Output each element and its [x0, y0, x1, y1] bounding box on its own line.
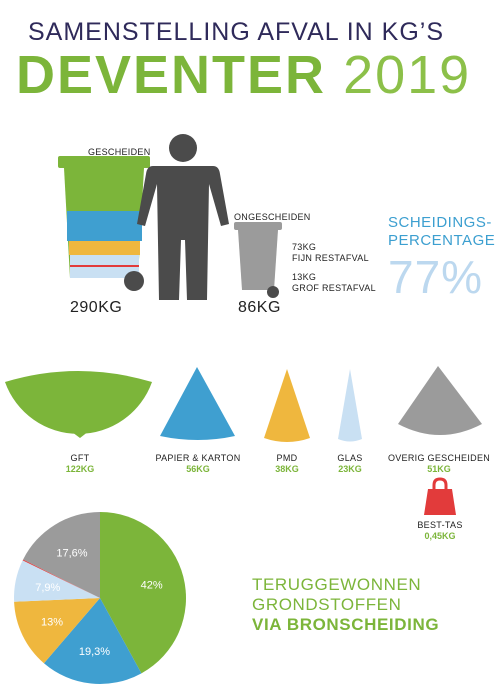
cat-name-overig: OVERIG GESCHEIDEN: [387, 453, 491, 463]
title-year: 2019: [343, 45, 472, 105]
unseparated-kg: 86KG: [238, 299, 281, 316]
result-line2: GRONDSTOFFEN: [252, 595, 402, 614]
unseparated-label: ONGESCHEIDEN: [234, 212, 311, 222]
cat-kg-glas: 23KG: [338, 464, 362, 474]
pie-label-0: 42%: [141, 580, 163, 592]
gft-shape-round: [5, 382, 152, 434]
pie-label-3: 7,9%: [35, 582, 60, 594]
recovery-pie-chart: 42% 19,3% 13% 7,9% 17,6%: [14, 512, 187, 684]
cat-name-gft: GFT: [70, 453, 90, 463]
title-city: DEVENTER: [16, 45, 327, 105]
pie-slice-2: [14, 598, 100, 664]
separation-title-line1: SCHEIDINGS-: [388, 214, 492, 231]
separation-title-line2: PERCENTAGE: [388, 232, 496, 249]
separated-bin-icon: [58, 156, 150, 291]
fine-label: FIJN RESTAFVAL: [292, 253, 369, 263]
pmd-shape: [264, 369, 310, 442]
separated-kg: 290KG: [70, 299, 123, 316]
cat-kg-overig: 51KG: [427, 464, 451, 474]
result-line3: VIA BRONSCHEIDING: [252, 615, 440, 634]
pie-slice-1: [43, 598, 142, 684]
category-shapes: [5, 366, 482, 442]
result-line1: TERUGGEWONNEN: [252, 575, 422, 594]
best-tas-name: BEST-TAS: [417, 520, 463, 530]
result-title: TERUGGEWONNEN GRONDSTOFFEN VIA BRONSCHEI…: [252, 575, 439, 635]
unseparated-bin-icon: [234, 222, 282, 298]
coarse-label: GROF RESTAFVAL: [292, 283, 376, 293]
pie-label-1: 19,3%: [79, 646, 110, 658]
best-tas-kg: 0,45KG: [424, 531, 456, 541]
page-title: DEVENTER 2019: [16, 44, 471, 106]
pie-label-5: 17,6%: [56, 548, 87, 560]
cat-kg-gft: 122KG: [65, 464, 95, 474]
cat-kg-pmd: 38KG: [275, 464, 299, 474]
cat-name-pmd: PMD: [276, 453, 298, 463]
fine-kg: 73KG: [292, 242, 317, 252]
separated-label: GESCHEIDEN: [88, 147, 151, 157]
pie-slice-3: [14, 560, 100, 602]
cat-name-glas: GLAS: [337, 453, 363, 463]
pie-label-2: 13%: [41, 616, 63, 628]
pie-slice-4: [22, 559, 100, 598]
overig-shape: [398, 366, 482, 435]
cat-name-papier: PAPIER & KARTON: [155, 453, 241, 463]
coarse-kg: 13KG: [292, 272, 317, 282]
pie-slice-0: [100, 512, 187, 674]
papier-karton-shape: [160, 367, 235, 440]
separation-value: 77%: [388, 251, 484, 303]
glas-shape: [338, 369, 362, 442]
title-line1: SAMENSTELLING AFVAL IN KG’S: [28, 18, 445, 46]
person-icon: [137, 134, 229, 300]
cat-kg-papier: 56KG: [186, 464, 210, 474]
pie-slice-5: [23, 512, 100, 598]
bag-icon: [424, 477, 456, 515]
separation-title: SCHEIDINGS- PERCENTAGE: [388, 214, 495, 250]
